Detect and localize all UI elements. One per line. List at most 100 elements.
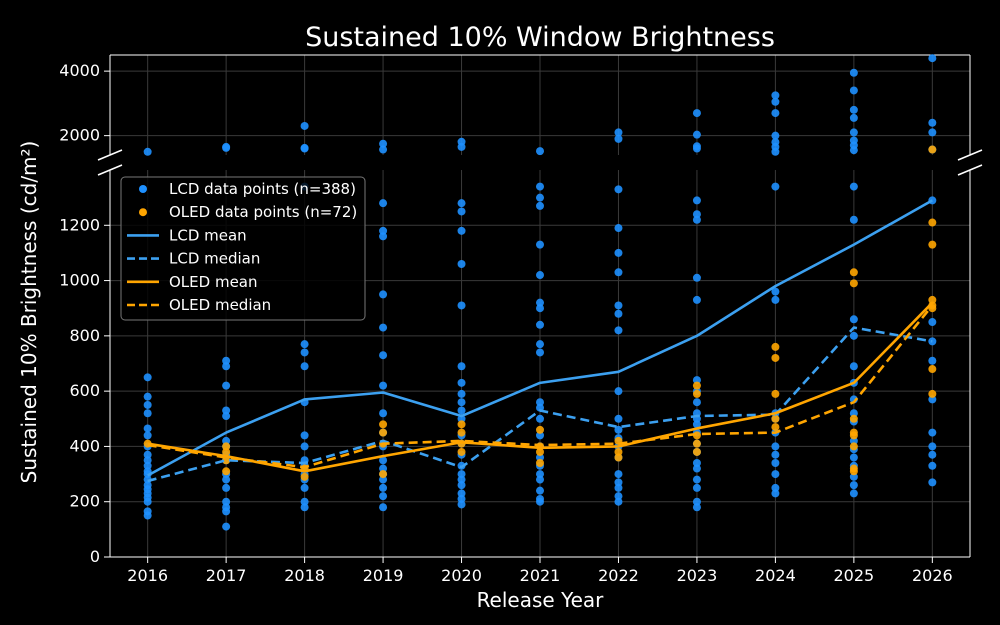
- data-point: [457, 398, 466, 407]
- data-point: [692, 439, 701, 448]
- data-point: [300, 503, 309, 512]
- x-tick-label: 2026: [912, 566, 953, 585]
- data-point: [457, 301, 466, 310]
- data-point: [614, 224, 623, 233]
- data-point: [614, 301, 623, 310]
- data-point: [692, 483, 701, 492]
- data-point: [300, 483, 309, 492]
- data-point: [614, 248, 623, 257]
- data-point: [379, 381, 388, 390]
- data-point: [457, 378, 466, 387]
- data-point: [849, 68, 858, 77]
- data-point: [849, 279, 858, 288]
- data-point: [692, 459, 701, 468]
- data-point: [692, 447, 701, 456]
- data-point: [692, 389, 701, 398]
- data-point: [928, 478, 937, 487]
- data-point: [222, 381, 231, 390]
- data-point: [771, 138, 780, 147]
- data-point: [536, 271, 544, 280]
- legend-marker: [139, 208, 147, 217]
- data-point: [536, 453, 544, 462]
- data-point: [849, 453, 858, 462]
- data-point: [614, 447, 623, 456]
- data-point: [849, 182, 858, 191]
- y-tick-label: 400: [69, 436, 100, 455]
- grid-upper: [110, 55, 970, 155]
- data-point: [143, 392, 152, 401]
- data-point: [457, 389, 466, 398]
- data-point: [457, 481, 466, 490]
- data-point: [928, 318, 937, 327]
- data-point: [379, 503, 388, 512]
- data-point: [692, 210, 701, 219]
- series-line: [147, 301, 934, 473]
- x-tick-label: 2016: [127, 566, 168, 585]
- data-point: [849, 464, 858, 473]
- data-point: [692, 464, 701, 473]
- legend-entry: OLED data points (n=72): [169, 203, 357, 221]
- data-point: [692, 130, 701, 139]
- y-tick-label: 0: [90, 547, 100, 566]
- x-axis-label: Release Year: [477, 588, 605, 612]
- data-point: [222, 406, 231, 415]
- data-point: [379, 409, 388, 418]
- data-point: [143, 456, 152, 465]
- data-point: [536, 459, 544, 468]
- legend-entry: LCD data points (n=388): [169, 180, 356, 198]
- data-point: [222, 503, 231, 512]
- data-point: [849, 442, 858, 451]
- data-point: [849, 136, 858, 145]
- data-point: [536, 193, 544, 202]
- data-point: [614, 326, 623, 335]
- data-point: [849, 481, 858, 490]
- data-point: [536, 182, 544, 191]
- data-point: [849, 215, 858, 224]
- data-point: [222, 442, 231, 451]
- data-point: [143, 450, 152, 459]
- data-point: [614, 425, 623, 434]
- data-point: [928, 450, 937, 459]
- data-point: [300, 348, 309, 357]
- data-point: [928, 218, 937, 227]
- data-point: [692, 376, 701, 385]
- y-tick-label: 200: [69, 492, 100, 511]
- data-point: [379, 456, 388, 465]
- data-point: [222, 412, 231, 421]
- data-point: [849, 489, 858, 498]
- data-point: [379, 323, 388, 332]
- data-point: [771, 182, 780, 191]
- data-point: [692, 475, 701, 484]
- data-point: [300, 472, 309, 481]
- y-axis-label: Sustained 10% Brightness (cd/m²): [17, 141, 41, 484]
- data-point: [771, 353, 780, 362]
- data-point: [771, 423, 780, 432]
- data-point: [771, 97, 780, 106]
- data-point: [536, 320, 544, 329]
- data-point: [614, 453, 623, 462]
- data-point: [692, 398, 701, 407]
- data-point: [457, 259, 466, 268]
- x-tick-label: 2017: [206, 566, 247, 585]
- data-point: [692, 295, 701, 304]
- data-point: [771, 295, 780, 304]
- data-point: [614, 470, 623, 479]
- data-point: [849, 105, 858, 114]
- data-point: [692, 503, 701, 512]
- data-point: [222, 362, 231, 371]
- data-point: [143, 461, 152, 470]
- data-point: [143, 373, 152, 382]
- data-point: [849, 113, 858, 122]
- data-point: [771, 91, 780, 100]
- data-point: [536, 201, 544, 210]
- series-line: [147, 199, 933, 477]
- data-point: [457, 489, 466, 498]
- data-point: [457, 406, 466, 415]
- data-point: [614, 387, 623, 396]
- data-point: [692, 215, 701, 224]
- data-point: [143, 424, 152, 433]
- data-point: [614, 478, 623, 487]
- data-point: [143, 147, 152, 156]
- data-point: [849, 268, 858, 277]
